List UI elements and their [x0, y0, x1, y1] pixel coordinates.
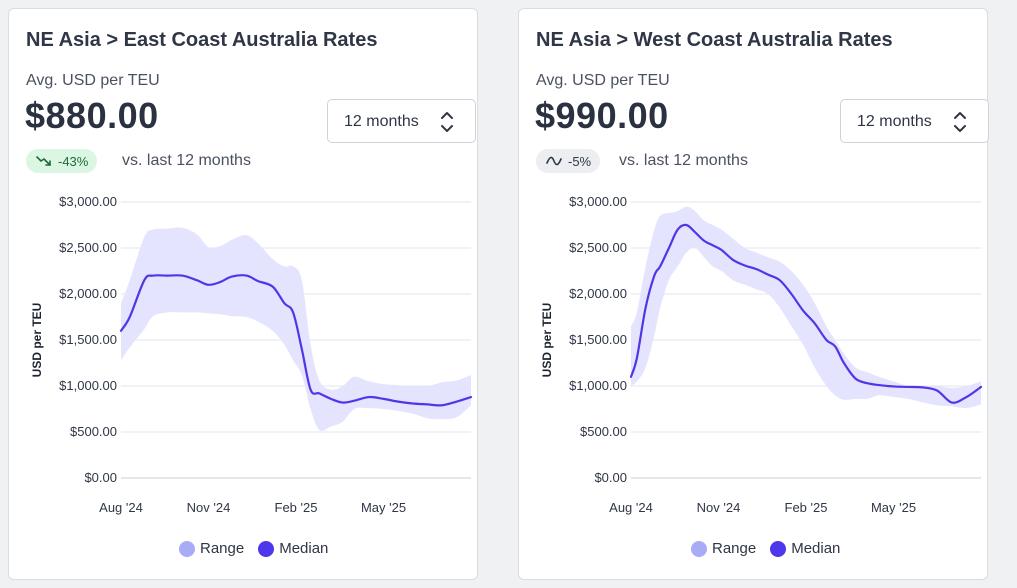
y-tick-label: $500.00 — [70, 424, 117, 439]
x-tick-label: Aug '24 — [609, 500, 653, 515]
y-tick-label: $500.00 — [580, 424, 627, 439]
legend-label-median: Median — [279, 540, 329, 557]
rates-chart: $0.00 $500.00 $1,000.00 $1,500.00 $2,000.00 $… — [540, 194, 983, 515]
x-tick-label: May '25 — [871, 500, 916, 515]
y-tick-label: $1,500.00 — [569, 332, 627, 347]
y-axis-title: USD per TEU — [30, 303, 44, 378]
x-tick-label: Feb '25 — [785, 500, 828, 515]
y-tick-label: $2,000.00 — [59, 286, 117, 301]
y-tick-label: $2,500.00 — [59, 240, 117, 255]
comparison-text: vs. last 12 months — [619, 152, 748, 169]
comparison-text: vs. last 12 months — [122, 152, 251, 169]
chevron-up-down-icon — [441, 112, 453, 132]
period-select-value: 12 months — [344, 113, 419, 130]
change-badge: -43% — [26, 149, 98, 173]
period-select[interactable]: 12 months — [840, 99, 989, 143]
period-select-value: 12 months — [857, 113, 932, 130]
range-area — [631, 206, 981, 409]
legend-swatch-range — [691, 540, 707, 557]
legend-item-median[interactable]: Median — [258, 540, 328, 557]
legend-item-range[interactable]: Range — [179, 540, 244, 557]
legend-swatch-median — [258, 540, 275, 557]
x-tick-label: Nov '24 — [187, 500, 231, 515]
legend-label-range: Range — [200, 540, 245, 557]
legend-label-range: Range — [712, 540, 757, 557]
metric-value: $880.00 — [25, 95, 159, 136]
rates-chart: $0.00 $500.00 $1,000.00 $1,500.00 $2,000.00 $… — [30, 194, 473, 515]
x-tick-label: Feb '25 — [275, 500, 318, 515]
y-tick-label: $2,500.00 — [569, 240, 627, 255]
legend-label-median: Median — [791, 540, 841, 557]
metric-value: $990.00 — [535, 95, 669, 136]
rate-card-east-coast: NE Asia > East Coast Australia Rates Avg… — [8, 8, 478, 580]
metric-label: Avg. USD per TEU — [26, 72, 160, 89]
x-tick-label: May '25 — [361, 500, 406, 515]
y-tick-label: $2,000.00 — [569, 286, 627, 301]
y-tick-label: $0.00 — [84, 470, 117, 485]
legend-swatch-range — [179, 540, 195, 557]
y-tick-label: $3,000.00 — [569, 194, 627, 209]
range-area — [121, 227, 471, 432]
chart-legend: Range Median — [691, 540, 840, 557]
y-tick-label: $3,000.00 — [59, 194, 117, 209]
chart-legend: Range Median — [179, 540, 328, 557]
y-tick-label: $0.00 — [594, 470, 627, 485]
trend-flat-icon — [546, 156, 562, 166]
period-select[interactable]: 12 months — [327, 99, 476, 143]
card-title: NE Asia > East Coast Australia Rates — [26, 29, 378, 51]
median-line — [629, 223, 983, 404]
y-tick-label: $1,000.00 — [59, 378, 117, 393]
legend-item-median[interactable]: Median — [770, 540, 840, 557]
metric-label: Avg. USD per TEU — [536, 72, 670, 89]
x-tick-label: Nov '24 — [697, 500, 741, 515]
trend-down-icon — [36, 156, 51, 166]
x-tick-label: Aug '24 — [99, 500, 143, 515]
card-title: NE Asia > West Coast Australia Rates — [536, 29, 893, 51]
change-value: -5% — [568, 153, 592, 169]
chevron-up-down-icon — [954, 112, 966, 132]
change-badge: -5% — [536, 149, 601, 173]
median-line — [119, 274, 473, 407]
y-axis-title: USD per TEU — [540, 303, 554, 378]
rate-card-west-coast: NE Asia > West Coast Australia Rates Avg… — [518, 8, 989, 580]
y-tick-label: $1,000.00 — [569, 378, 627, 393]
y-tick-label: $1,500.00 — [59, 332, 117, 347]
legend-item-range[interactable]: Range — [691, 540, 756, 557]
change-value: -43% — [58, 153, 89, 169]
legend-swatch-median — [770, 540, 787, 557]
